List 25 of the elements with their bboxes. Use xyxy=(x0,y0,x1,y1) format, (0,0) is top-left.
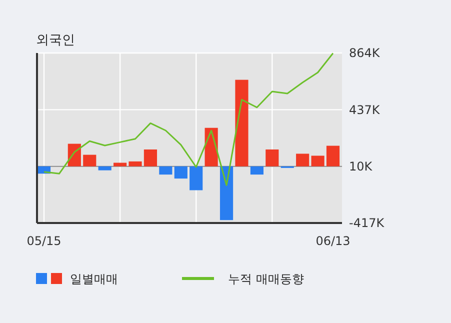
legend-label: 누적 매매동향 xyxy=(228,272,304,286)
bar xyxy=(311,156,324,166)
bar xyxy=(250,166,264,175)
bar xyxy=(98,166,112,170)
bar xyxy=(220,166,234,220)
bar xyxy=(326,146,340,166)
bar xyxy=(128,161,142,166)
chart-title: 외국인 xyxy=(36,33,75,48)
bar xyxy=(266,149,279,166)
legend-label: 일별매매 xyxy=(70,272,118,286)
bar xyxy=(235,80,248,166)
bar xyxy=(159,166,172,175)
bar xyxy=(296,154,310,166)
x-tick-label: 06/13 xyxy=(316,234,350,248)
line-series xyxy=(43,52,334,186)
bar xyxy=(190,166,203,190)
bar xyxy=(174,166,188,179)
x-tick-label: 05/15 xyxy=(26,234,62,248)
y-tick-label: 10K xyxy=(349,160,374,174)
y-tick-label: -417K xyxy=(349,216,386,230)
bar xyxy=(114,162,127,166)
bar xyxy=(83,154,96,166)
bar xyxy=(144,149,158,166)
y-tick-label: 437K xyxy=(349,102,381,117)
y-tick-label: 864K xyxy=(349,46,381,60)
